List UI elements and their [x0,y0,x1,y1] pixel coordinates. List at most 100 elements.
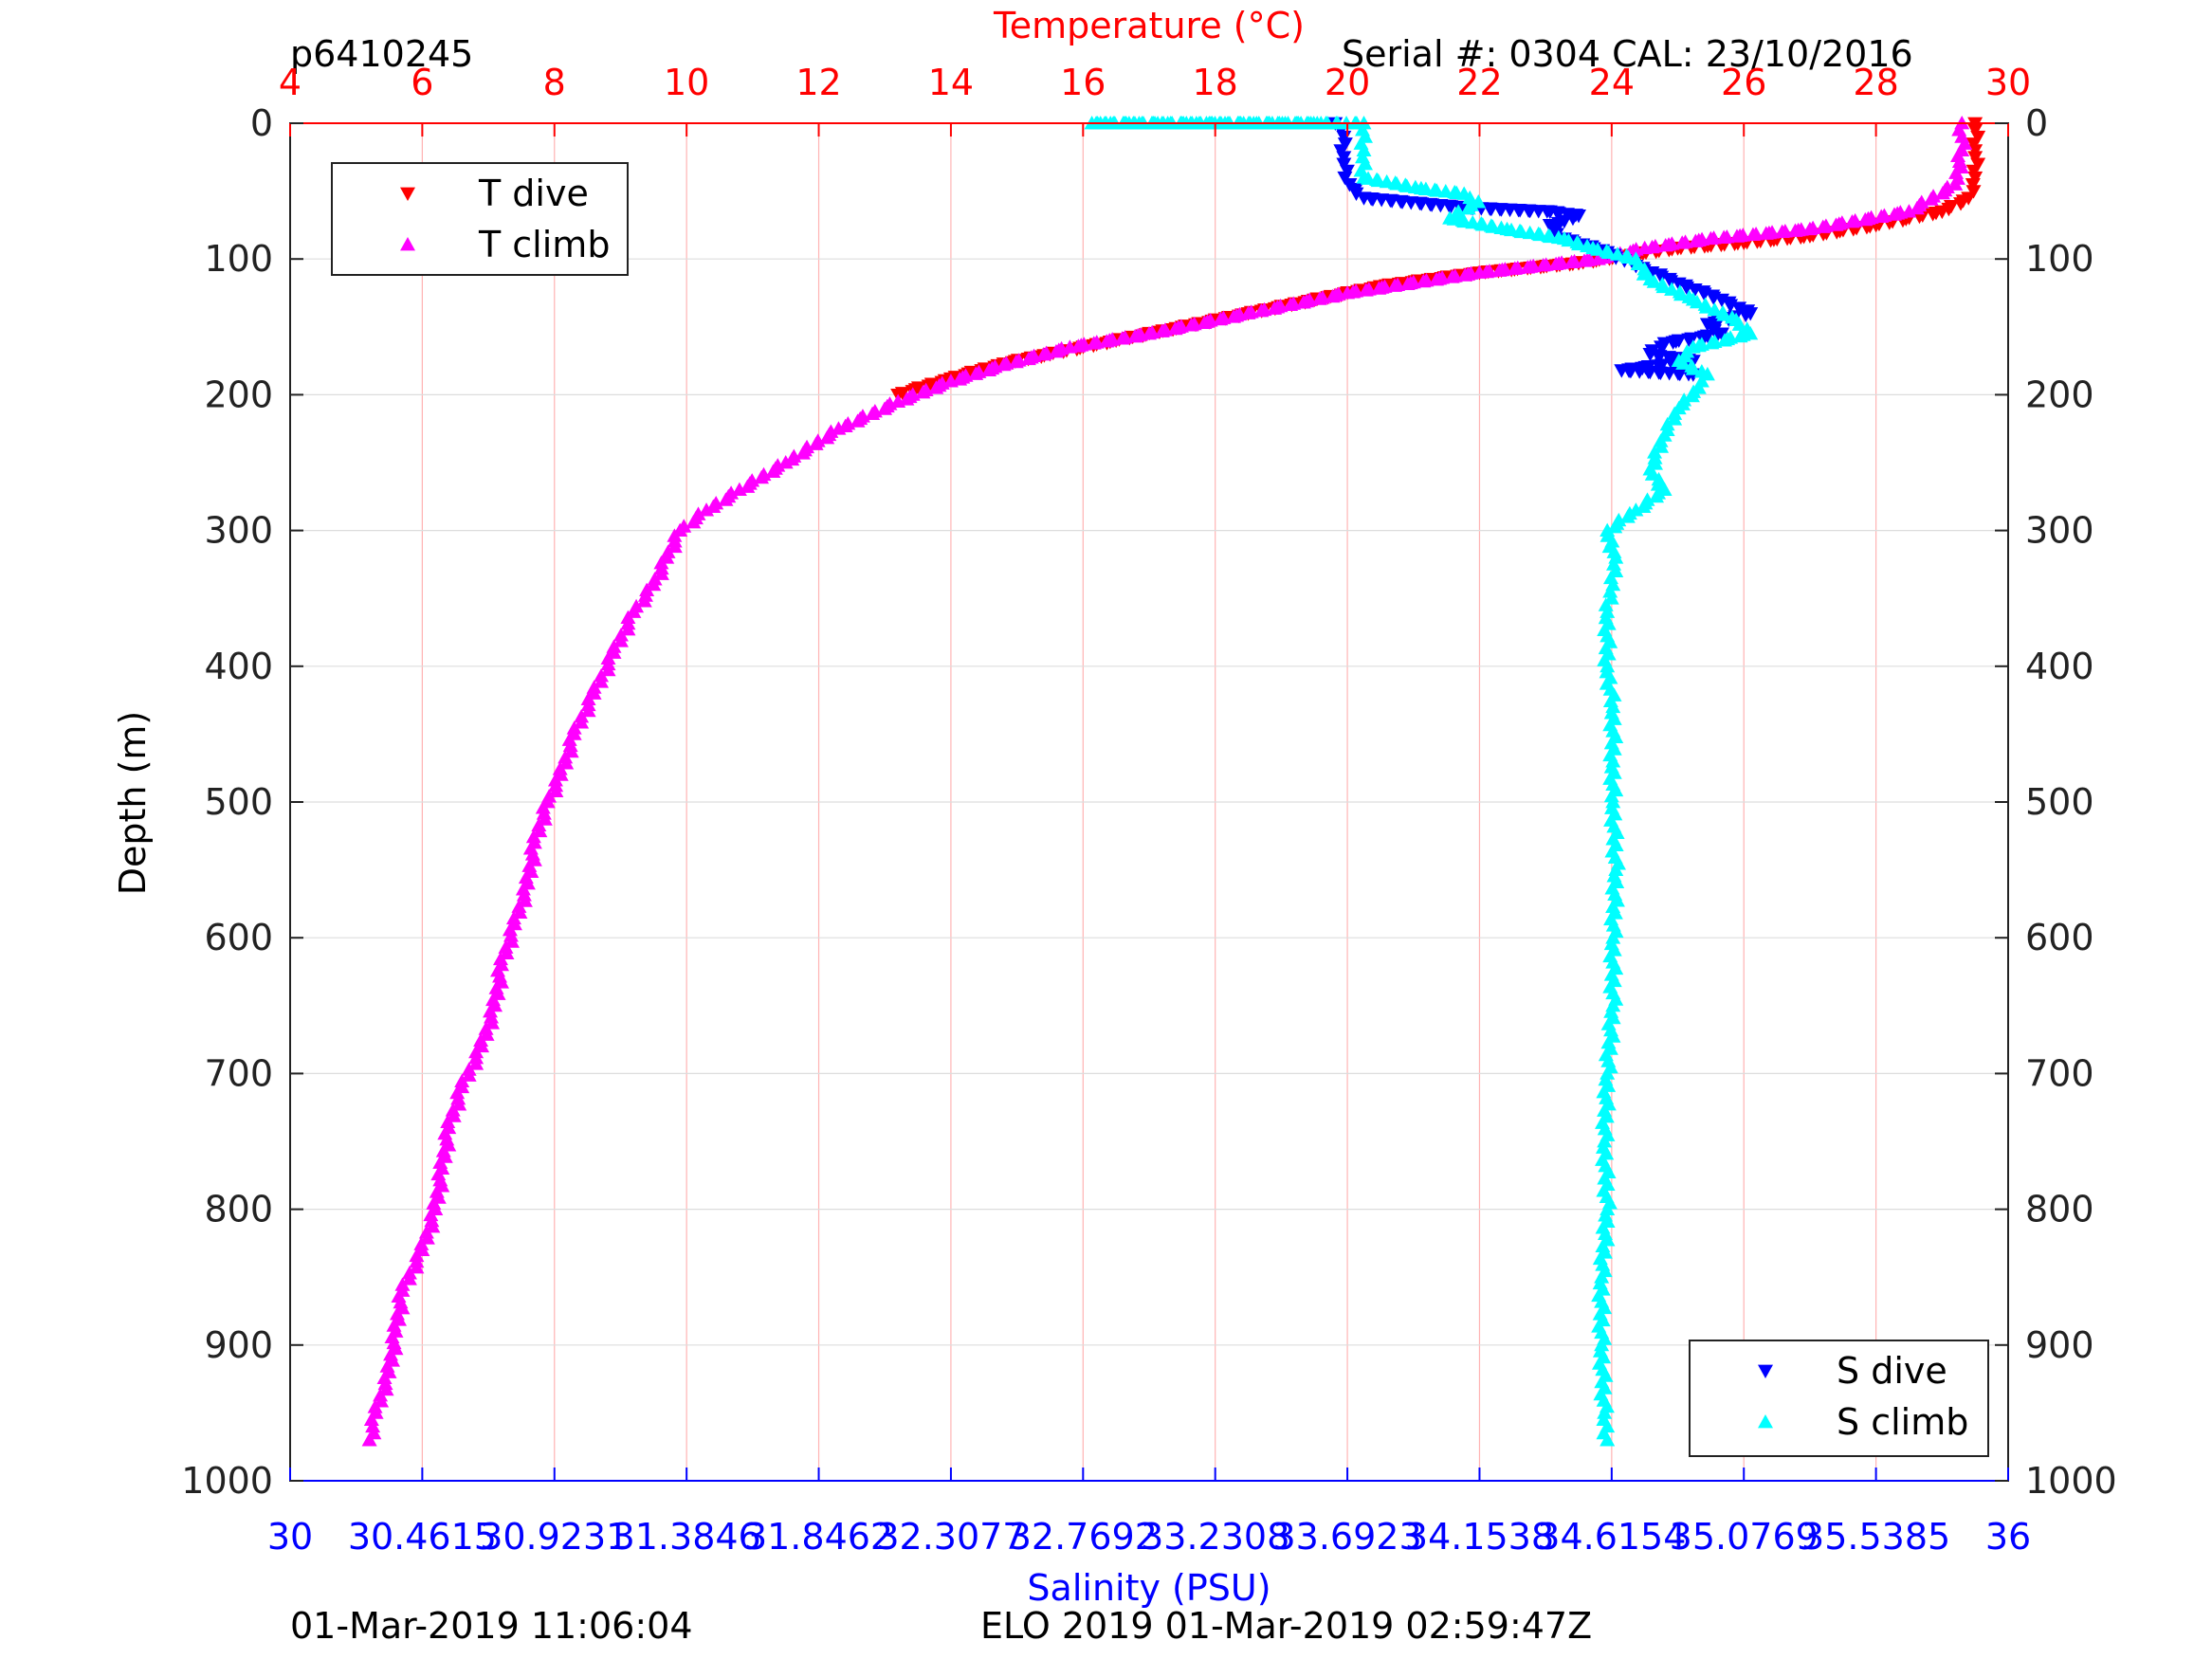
data-point [1597,1405,1613,1419]
top-tick-label: 20 [1325,62,1370,103]
data-point [819,429,835,445]
bottom-tick-label: 34.6154 [1537,1516,1686,1558]
legend-marker [1758,1414,1773,1429]
data-point [612,633,629,647]
data-point [1716,307,1732,321]
data-point [373,1387,389,1402]
top-tick-label: 26 [1721,62,1766,103]
legend-marker [1758,1364,1773,1378]
data-point [795,446,811,460]
data-point [473,1032,489,1048]
data-point [1048,343,1064,358]
data-point [1600,604,1616,618]
data-point [1649,488,1665,503]
data-point [1598,597,1614,611]
top-tick-label: 4 [279,62,302,103]
top-tick-label: 6 [411,62,433,103]
data-point [1600,245,1617,260]
data-point [1698,300,1714,314]
y-tick-label-left: 900 [204,1324,273,1366]
data-point [1253,302,1270,318]
data-point [1738,308,1754,323]
data-point [1399,276,1416,291]
data-point [423,1207,439,1222]
y-tick-label-right: 0 [2025,102,2048,144]
data-point [1460,200,1476,215]
data-point [1674,235,1691,249]
series-t-dive [890,117,1986,403]
y-tick-label-left: 1000 [181,1460,273,1502]
y-tick-label-left: 200 [204,374,273,415]
legend-marker [400,237,415,251]
data-point [1576,253,1592,267]
data-point [1707,301,1723,317]
data-point [850,413,866,428]
header-right: Serial #: 0304 CAL: 23/10/2016 [1342,33,1913,75]
data-point [699,502,715,517]
data-point [531,817,547,831]
data-point [1267,301,1283,315]
data-point [1571,236,1587,251]
data-point [1127,329,1143,343]
data-point [1717,333,1732,347]
data-point [981,362,997,377]
data-point [1654,439,1670,453]
y-tick-label-right: 600 [2025,917,2094,958]
data-point [1607,520,1623,534]
data-point [1325,288,1341,303]
y-tick-label-right: 400 [2025,646,2094,687]
data-point [765,464,781,478]
data-point [1704,335,1720,350]
footer-left: 01-Mar-2019 11:06:04 [290,1605,693,1647]
data-point [1387,278,1403,292]
data-point [1828,217,1844,231]
data-point [1654,340,1670,355]
data-point [996,356,1012,372]
data-point [493,951,509,966]
data-point [653,566,669,580]
data-point [731,482,747,497]
data-point [445,1103,461,1117]
data-point [1594,1337,1610,1352]
data-point [1311,291,1327,305]
bottom-tick-label: 36 [1985,1516,2031,1558]
data-point [1602,584,1618,598]
data-point [1086,336,1102,350]
bottom-tick-label: 30.4615 [348,1516,497,1558]
data-point [890,393,906,408]
data-point [483,1003,499,1018]
y-axis-label: Depth (m) [112,711,154,896]
data-point [1226,309,1242,323]
data-point [1371,281,1387,295]
series-s-climb [1084,116,1759,1447]
y-tick-label-right: 100 [2025,238,2094,280]
y-tick-label-left: 500 [204,781,273,823]
data-point [401,1271,417,1285]
data-point [877,401,893,415]
data-point [363,1412,379,1426]
data-point [1731,317,1747,331]
data-point [1909,200,1925,215]
data-point [365,1418,381,1433]
data-point [561,732,577,746]
data-point [1887,207,1903,221]
data-point [1507,261,1523,275]
data-point [1348,187,1364,201]
data-point [1657,238,1673,252]
top-tick-label: 24 [1589,62,1635,103]
bottom-tick-label: 31.3846 [612,1516,761,1558]
data-point [548,783,564,797]
data-point [1689,294,1705,309]
data-point [1685,361,1701,375]
data-point [1020,351,1036,366]
data-point [418,1225,434,1239]
bottom-axis-label: Salinity (PSU) [1027,1567,1271,1609]
data-point [377,1376,393,1391]
header-left: p6410245 [290,33,473,75]
data-point [1600,658,1616,673]
data-point [1597,1134,1613,1148]
data-point [1594,1269,1610,1284]
data-point [686,515,702,529]
data-point [899,392,915,406]
data-point [777,455,794,469]
